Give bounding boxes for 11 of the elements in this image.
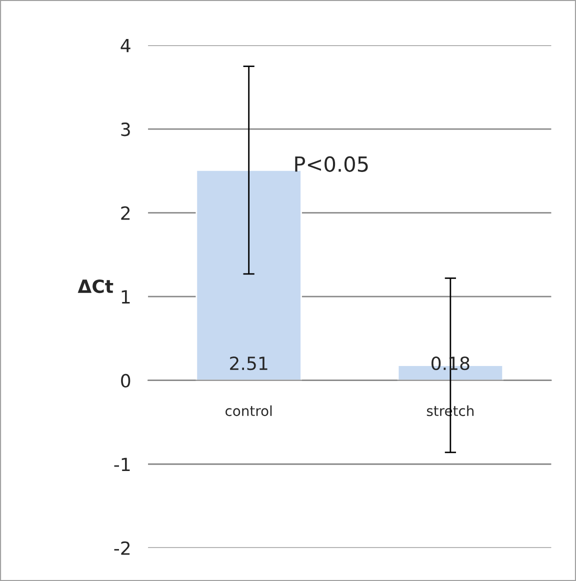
y-tick-label: -2 — [114, 541, 130, 555]
x-tick-label: control — [226, 405, 272, 416]
data-label: 2.51 — [230, 356, 268, 370]
y-axis-title: ΔCt — [78, 279, 114, 294]
y-tick-label: 0 — [121, 374, 130, 388]
y-tick-label: 3 — [121, 122, 130, 136]
y-tick-label: 4 — [120, 39, 130, 52]
y-tick-label: 1 — [122, 290, 130, 304]
y-tick-label: -1 — [114, 458, 130, 471]
annotation: P<0.05 — [295, 156, 368, 172]
y-tick-label: 2 — [121, 206, 130, 220]
